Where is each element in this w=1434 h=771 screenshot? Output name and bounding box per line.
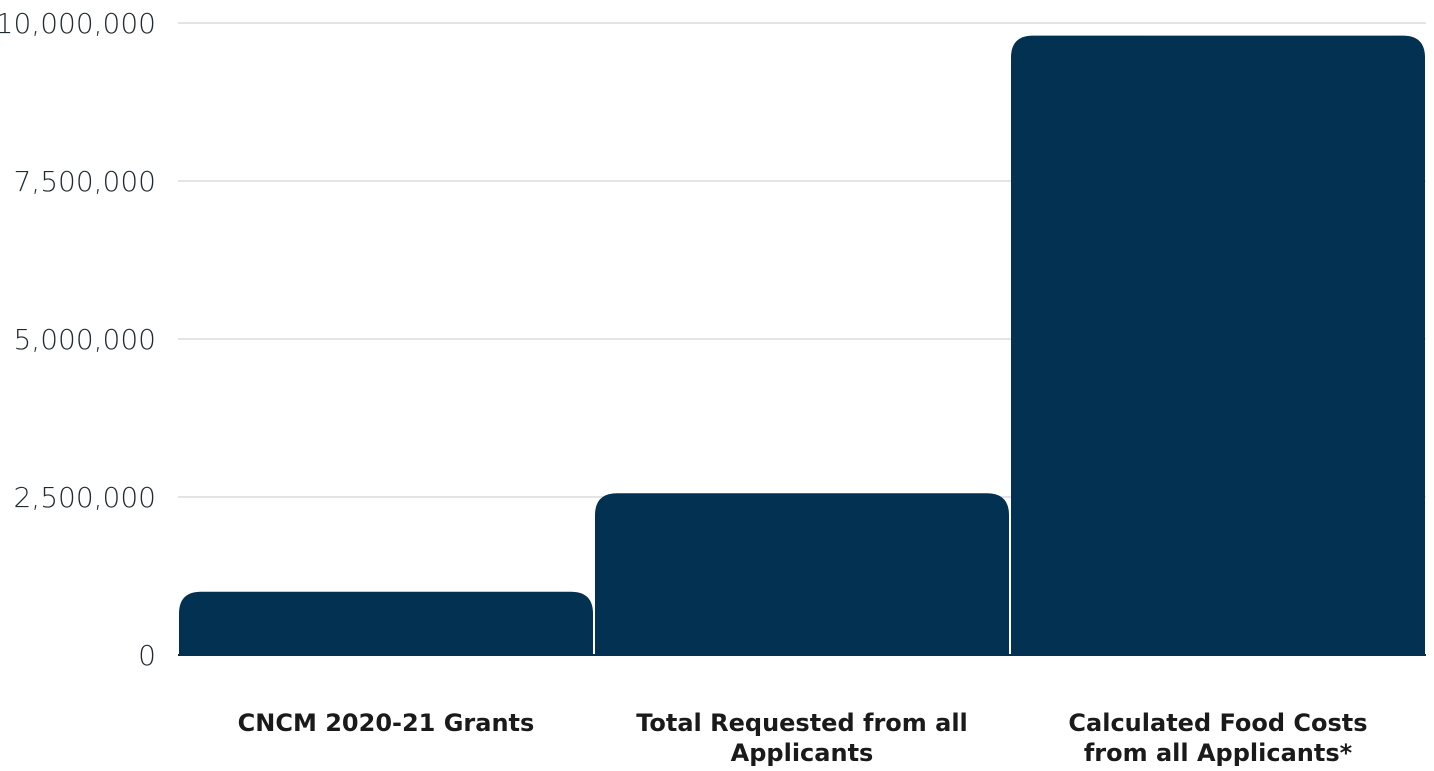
- y-tick-label: 2,500,000: [13, 481, 156, 514]
- bars: [179, 35, 1425, 655]
- y-tick-label: 5,000,000: [13, 323, 156, 356]
- y-tick-label: 0: [138, 639, 156, 672]
- x-category-label-line: from all Applicants*: [1084, 739, 1353, 767]
- bar: [179, 591, 593, 655]
- x-category-label-line: Applicants: [731, 739, 874, 767]
- y-tick-label: 10,000,000: [0, 7, 156, 40]
- x-category-label-line: Calculated Food Costs: [1068, 709, 1367, 737]
- x-category-label: CNCM 2020-21 Grants: [238, 709, 535, 737]
- bar: [1011, 35, 1425, 655]
- x-category-label-line: CNCM 2020-21 Grants: [238, 709, 535, 737]
- x-category-label: Total Requested from all Applicants: [636, 709, 968, 767]
- bar: [595, 493, 1009, 655]
- x-category-label-line: Total Requested from all: [636, 709, 968, 737]
- x-axis-category-labels: CNCM 2020-21 Grants Total Requested from …: [238, 709, 1368, 767]
- x-category-label: Calculated Food Costs from all Applicants…: [1068, 709, 1367, 767]
- y-tick-label: 7,500,000: [13, 165, 156, 198]
- y-axis-ticks: 0 2,500,000 5,000,000 7,500,000 10,000,000: [0, 7, 156, 672]
